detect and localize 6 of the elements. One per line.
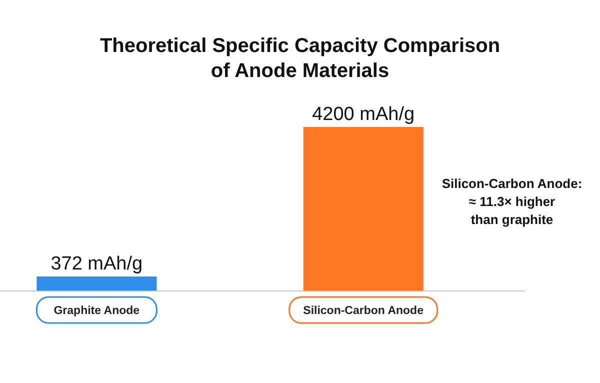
x-tick-label: Graphite Anode (54, 305, 140, 317)
chart-title: Theoretical Specific Capacity Comparison of Anode Materials (100, 35, 500, 82)
annotation: Silicon-Carbon Anode: ≈ 11.3× higher than graphite (442, 176, 582, 227)
data-label: 372 mAh/g (50, 253, 143, 274)
x-tick-label: Silicon-Carbon Anode (303, 305, 424, 317)
data-label: 4200 mAh/g (312, 104, 415, 125)
